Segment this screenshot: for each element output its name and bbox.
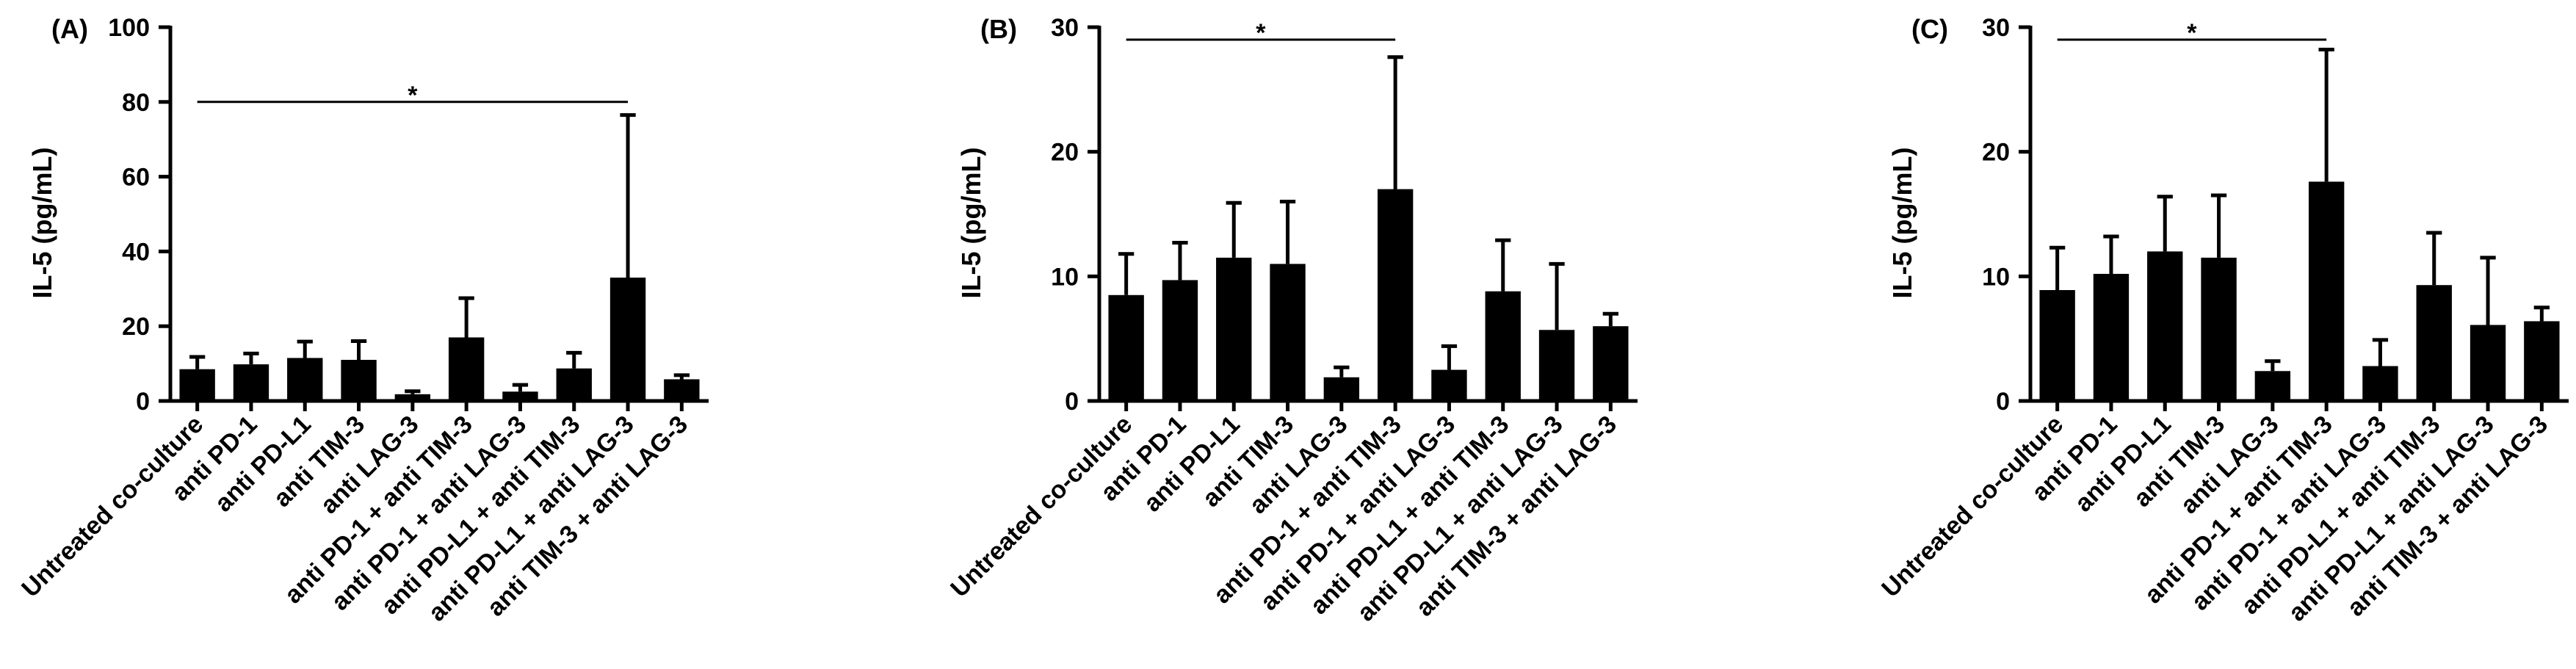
y-tick-label: 40 — [122, 238, 150, 266]
y-tick-label: 10 — [1982, 263, 2010, 291]
bar — [502, 391, 538, 401]
bar — [609, 278, 646, 401]
bar — [1270, 264, 1306, 401]
bar — [179, 369, 215, 401]
y-axis-title: IL-5 (pg/mL) — [1887, 148, 1917, 299]
y-axis-title: IL-5 (pg/mL) — [27, 148, 57, 299]
y-tick-label: 30 — [1982, 14, 2010, 42]
bar — [2147, 251, 2183, 401]
bar — [2093, 273, 2130, 401]
y-tick-label: 100 — [108, 14, 150, 42]
x-tick-label: Untreated co-culture — [945, 411, 1137, 603]
chart-panel-2: 0 10 20 30 (B) IL-5 (pg/mL) Untreated co-cultu… — [945, 14, 1638, 626]
bar — [287, 358, 323, 401]
bar — [1538, 330, 1575, 401]
bar — [2362, 366, 2398, 401]
bar — [2201, 257, 2237, 401]
bar — [394, 394, 431, 401]
bar — [1108, 294, 1144, 401]
y-tick-label: 30 — [1051, 14, 1079, 42]
y-tick-label: 20 — [1982, 139, 2010, 167]
bar — [341, 360, 377, 401]
bar — [1431, 369, 1467, 401]
bar — [1323, 377, 1360, 401]
bar — [556, 368, 592, 401]
y-tick-label: 80 — [122, 89, 150, 117]
y-axis-title: IL-5 (pg/mL) — [956, 148, 986, 299]
bar — [1485, 291, 1521, 401]
bar — [1377, 189, 1414, 401]
bar — [664, 379, 700, 401]
panel-label: (A) — [51, 14, 88, 44]
x-tick-label: Untreated co-culture — [16, 411, 209, 603]
bar — [2308, 181, 2345, 402]
significance-star: * — [408, 82, 418, 109]
panel-label: (C) — [1911, 14, 1948, 44]
bar — [2470, 325, 2506, 401]
bar — [2524, 321, 2560, 401]
y-tick-label: 20 — [122, 313, 150, 341]
y-tick-label: 60 — [122, 164, 150, 192]
significance-star: * — [2187, 19, 2197, 47]
y-tick-label: 0 — [1065, 388, 1079, 416]
bar — [448, 337, 485, 401]
y-tick-label: 20 — [1051, 139, 1079, 167]
y-tick-label: 0 — [1996, 388, 2010, 416]
bar — [233, 364, 269, 401]
bar — [2039, 289, 2075, 401]
y-tick-label: 10 — [1051, 263, 1079, 291]
bar — [2254, 371, 2291, 401]
bar — [1216, 257, 1252, 401]
chart-panel-3: 0 10 20 30 (C) IL-5 (pg/mL) Untreated co-cultu… — [1876, 14, 2569, 626]
y-tick-label: 0 — [136, 388, 150, 416]
bar — [1162, 280, 1198, 401]
bar — [2416, 285, 2452, 401]
x-tick-label: Untreated co-culture — [1876, 411, 2069, 603]
bar — [1593, 326, 1629, 401]
chart-panel-1: 0 20 40 60 80 100 (A) IL-5 (pg/mL) Untreated co-… — [16, 14, 709, 626]
panel-label: (B) — [980, 14, 1017, 44]
significance-star: * — [1256, 19, 1266, 47]
